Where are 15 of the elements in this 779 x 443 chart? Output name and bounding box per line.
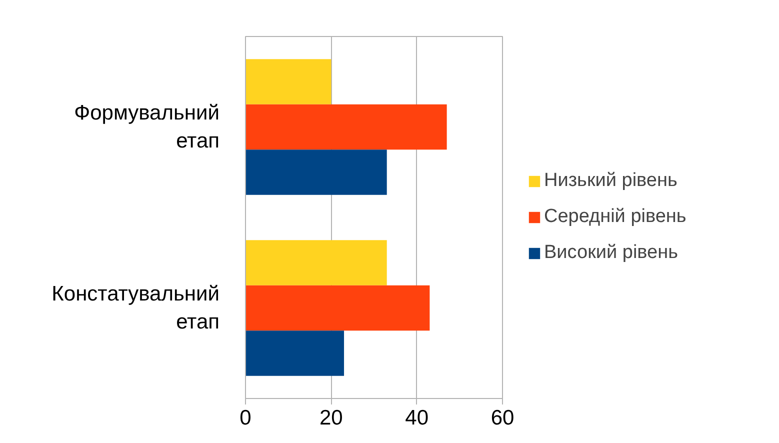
bar: [246, 330, 344, 376]
legend-label: Високий рівень: [544, 242, 678, 264]
legend-label: Низький рівень: [544, 170, 678, 192]
bar: [246, 150, 387, 195]
x-tick-label: 40: [405, 406, 429, 430]
x-tick-label: 20: [319, 406, 343, 430]
y-tick-label: Формувальний етап: [74, 102, 220, 152]
bar: [246, 285, 430, 331]
x-tick-label: 60: [490, 406, 514, 430]
legend-label: Середній рівень: [544, 206, 686, 228]
bar: [246, 240, 387, 286]
x-tick-label: 0: [240, 406, 252, 430]
bar: [246, 104, 447, 150]
bar: [246, 59, 332, 104]
y-tick-label: Констатувальний етап: [52, 282, 220, 334]
